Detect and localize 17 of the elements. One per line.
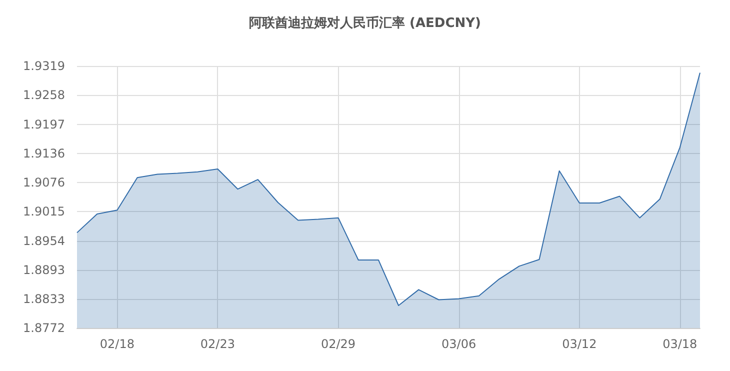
y-tick-label: 1.9015 <box>23 204 65 219</box>
y-tick-label: 1.9258 <box>23 88 65 102</box>
y-tick-label: 1.8772 <box>23 321 65 335</box>
y-tick-label: 1.8833 <box>23 292 65 306</box>
y-tick-label: 1.8893 <box>23 263 65 278</box>
x-tick-label: 02/23 <box>200 337 235 351</box>
x-tick-label: 03/18 <box>662 337 698 351</box>
x-tick-label: 02/29 <box>320 337 356 351</box>
y-tick-label: 1.8954 <box>23 234 65 248</box>
y-tick-label: 1.9197 <box>23 117 65 132</box>
y-tick-label: 1.9076 <box>23 175 65 190</box>
y-tick-label: 1.9319 <box>23 59 65 73</box>
x-tick-label: 03/06 <box>442 337 476 351</box>
chart-title: 阿联酋迪拉姆对人民币汇率 (AEDCNY) <box>249 15 481 31</box>
y-tick-label: 1.9136 <box>23 146 65 161</box>
x-tick-label: 03/12 <box>562 337 597 351</box>
x-tick-label: 02/18 <box>100 337 134 351</box>
